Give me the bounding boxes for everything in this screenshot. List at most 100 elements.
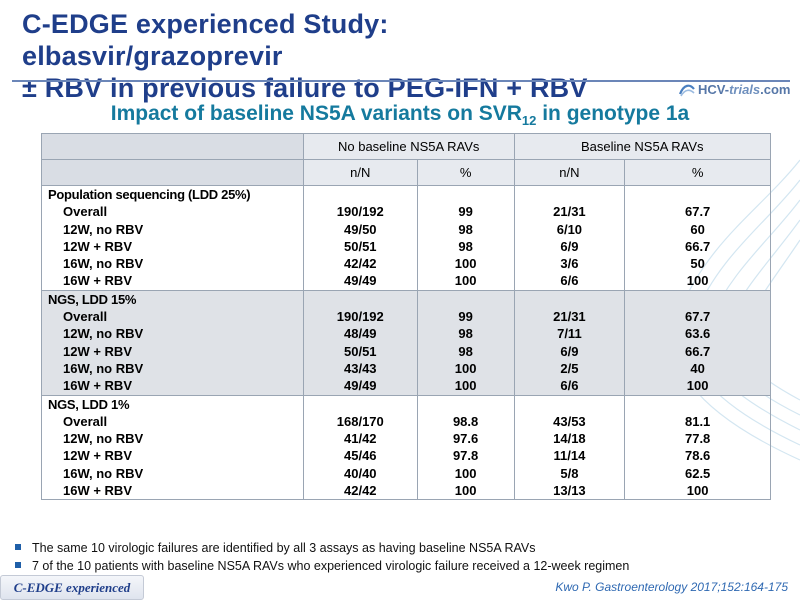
cell: 168/170 <box>336 413 384 429</box>
cell: 21/31 <box>553 204 586 220</box>
reference-citation: Kwo P. Gastroenterology 2017;152:164-175 <box>555 580 788 594</box>
col-group-baseline: Baseline NS5A RAVs <box>513 133 771 160</box>
cell: 48/49 <box>344 326 377 342</box>
cell: 100 <box>454 256 477 272</box>
cell: 6/9 <box>560 343 579 359</box>
cell: 100 <box>454 465 477 481</box>
cell: 67.7 <box>684 204 711 220</box>
row-label: 16W, no RBV <box>63 465 144 481</box>
cell: 6/10 <box>556 221 583 237</box>
cell: 49/49 <box>344 378 377 394</box>
header-corner <box>41 133 304 160</box>
cell: 66.7 <box>684 238 711 254</box>
row-label: Overall <box>63 413 108 429</box>
col-head: n/N <box>513 159 626 186</box>
row-label: 16W, no RBV <box>63 360 144 376</box>
col-baseline-pct: 67.7 63.6 66.7 40 100 <box>624 289 771 396</box>
cell: 99 <box>458 309 473 325</box>
cell: 14/18 <box>553 431 586 447</box>
ns5a-variants-table: No baseline NS5A RAVs Baseline NS5A RAVs… <box>41 133 771 501</box>
cell: 81.1 <box>684 413 711 429</box>
cell: 50/51 <box>344 238 377 254</box>
row-label: Overall <box>63 309 108 325</box>
cell: 60 <box>690 221 705 237</box>
cell: 50/51 <box>344 343 377 359</box>
col-no-baseline-nN: 168/170 41/42 45/46 40/40 42/42 <box>302 394 418 501</box>
header-corner <box>41 159 304 186</box>
study-tag: C-EDGE experienced <box>0 575 144 600</box>
cell: 190/192 <box>336 309 384 325</box>
cell: 7/11 <box>557 326 582 342</box>
col-no-baseline-nN: 190/192 48/49 50/51 43/43 49/49 <box>302 289 418 396</box>
cell: 78.6 <box>684 448 711 464</box>
cell: 40 <box>690 360 705 376</box>
col-baseline-nN: 21/31 7/11 6/9 2/5 6/6 <box>513 289 626 396</box>
group-heading: Population sequencing (LDD 25%) <box>48 187 251 202</box>
cell: 100 <box>686 273 709 289</box>
row-label: Overall <box>63 204 108 220</box>
col-head: % <box>624 159 771 186</box>
cell: 41/42 <box>344 431 377 447</box>
col-no-baseline-pct: 98.8 97.6 97.8 100 100 <box>416 394 515 501</box>
cell: 190/192 <box>336 204 384 220</box>
col-no-baseline-nN: 190/192 49/50 50/51 42/42 49/49 <box>302 185 418 291</box>
square-bullet-icon <box>15 544 21 550</box>
group-heading: NGS, LDD 1% <box>48 396 130 412</box>
row-labels: Population sequencing (LDD 25%) Overall … <box>41 185 304 291</box>
cell: 100 <box>454 360 477 376</box>
slide-title: C-EDGE experienced Study: elbasvir/grazo… <box>22 8 642 104</box>
cell: 13/13 <box>553 483 586 499</box>
cell: 97.8 <box>452 448 479 464</box>
row-label: 12W, no RBV <box>63 326 144 342</box>
header-row-columns: n/N % n/N % <box>41 159 771 186</box>
cell: 11/14 <box>553 448 586 464</box>
cell: 98 <box>458 238 473 254</box>
title-divider <box>12 80 790 82</box>
row-label: 12W + RBV <box>63 238 132 254</box>
cell: 6/9 <box>560 238 579 254</box>
col-no-baseline-pct: 99 98 98 100 100 <box>416 185 515 291</box>
cell: 77.8 <box>684 431 711 447</box>
slide-subtitle: Impact of baseline NS5A variants on SVR1… <box>110 102 690 129</box>
cell: 2/5 <box>560 360 579 376</box>
cell: 49/50 <box>344 221 377 237</box>
cell: 42/42 <box>344 483 377 499</box>
row-label: 16W + RBV <box>63 378 132 394</box>
col-baseline-pct: 67.7 60 66.7 50 100 <box>624 185 771 291</box>
cell: 62.5 <box>684 465 711 481</box>
cell: 100 <box>686 483 709 499</box>
cell: 21/31 <box>553 309 586 325</box>
logo-icon <box>678 84 695 97</box>
cell: 40/40 <box>344 465 377 481</box>
footnote-bullets: The same 10 virologic failures are ident… <box>15 539 629 575</box>
cell: 6/6 <box>560 273 579 289</box>
col-baseline-nN: 21/31 6/10 6/9 3/6 6/6 <box>513 185 626 291</box>
table-group-population-sequencing: Population sequencing (LDD 25%) Overall … <box>41 185 771 291</box>
square-bullet-icon <box>15 562 21 568</box>
cell: 43/43 <box>344 360 377 376</box>
row-label: 16W, no RBV <box>63 256 144 272</box>
cell: 66.7 <box>684 343 711 359</box>
col-head: % <box>416 159 515 186</box>
cell: 98 <box>458 221 473 237</box>
cell: 3/6 <box>560 256 579 272</box>
bullet-item: 7 of the 10 patients with baseline NS5A … <box>15 557 629 575</box>
cell: 50 <box>690 256 705 272</box>
row-labels: NGS, LDD 1% Overall 12W, no RBV 12W + RB… <box>41 394 304 501</box>
cell: 97.6 <box>452 431 479 447</box>
cell: 45/46 <box>344 448 377 464</box>
header-row-groups: No baseline NS5A RAVs Baseline NS5A RAVs <box>41 133 771 160</box>
cell: 98 <box>458 343 473 359</box>
col-no-baseline-pct: 99 98 98 100 100 <box>416 289 515 396</box>
row-label: 12W + RBV <box>63 343 132 359</box>
title-line-2: ± RBV in previous failure to PEG-IFN + R… <box>22 73 588 103</box>
row-labels: NGS, LDD 15% Overall 12W, no RBV 12W + R… <box>41 289 304 396</box>
table-group-ngs-ldd-1: NGS, LDD 1% Overall 12W, no RBV 12W + RB… <box>41 394 771 501</box>
cell: 100 <box>454 378 477 394</box>
row-label: 16W + RBV <box>63 273 132 289</box>
row-label: 12W, no RBV <box>63 431 144 447</box>
title-line-1: C-EDGE experienced Study: elbasvir/grazo… <box>22 9 389 71</box>
row-label: 16W + RBV <box>63 483 132 499</box>
cell: 67.7 <box>684 309 711 325</box>
group-heading: NGS, LDD 15% <box>48 291 137 307</box>
